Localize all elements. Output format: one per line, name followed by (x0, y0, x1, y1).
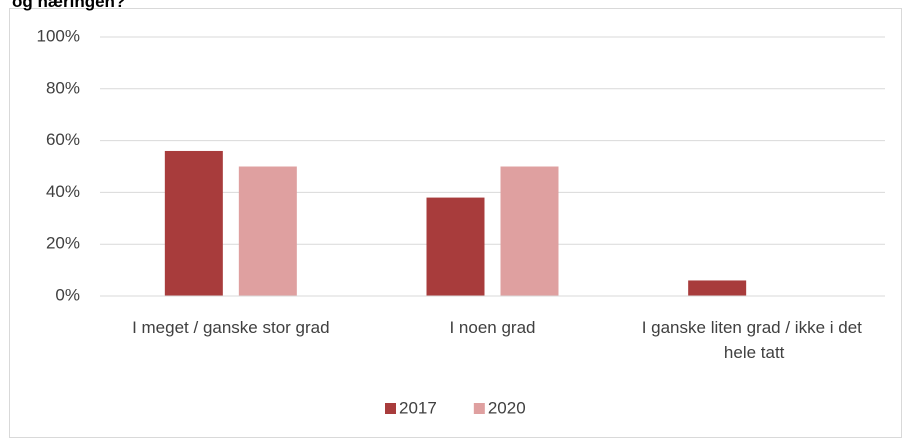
y-tick-label: 0% (55, 285, 80, 304)
x-tick-label: I meget / ganske stor grad (132, 318, 330, 337)
chart-title: og næringen? (12, 0, 125, 11)
legend-swatch (385, 403, 396, 414)
bar (164, 150, 223, 296)
y-tick-label: 100% (37, 26, 80, 45)
bar (426, 197, 485, 296)
y-tick-label: 20% (46, 234, 80, 253)
bar (238, 166, 297, 296)
x-tick-label: I ganske liten grad / ikke i det hele ta… (642, 318, 867, 362)
y-tick-label: 80% (46, 78, 80, 97)
bar (688, 280, 747, 296)
legend-label: 2017 (399, 398, 437, 417)
bar (500, 166, 559, 296)
x-tick-label: I noen grad (449, 318, 535, 337)
y-tick-label: 40% (46, 182, 80, 201)
legend-swatch (473, 403, 485, 414)
legend-label: 2020 (488, 398, 526, 417)
y-tick-label: 60% (46, 130, 80, 149)
